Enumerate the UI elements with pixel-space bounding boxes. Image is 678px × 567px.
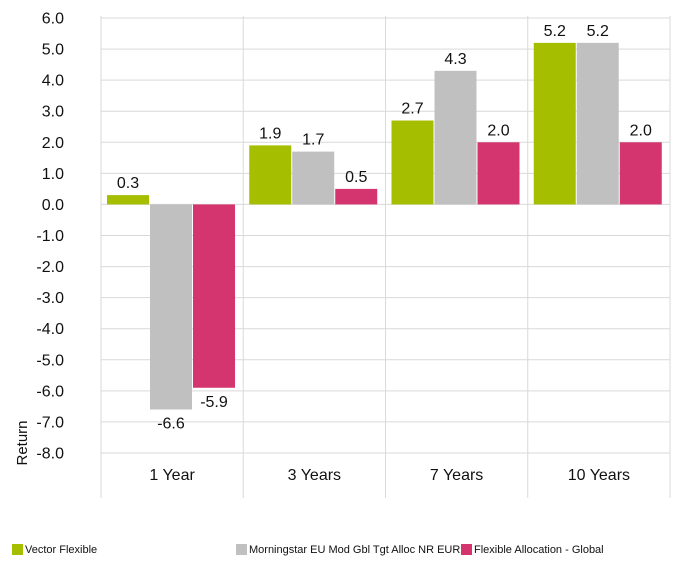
data-label: 2.7 xyxy=(401,101,423,118)
y-tick-label: 1.0 xyxy=(42,166,64,183)
x-axis-categories: 1 Year 3 Years 7 Years 10 Years xyxy=(149,467,630,484)
y-tick-label: -4.0 xyxy=(36,321,64,338)
bar-2-4 xyxy=(576,42,619,205)
legend-label: Flexible Allocation - Global xyxy=(474,544,604,556)
x-category-label: 1 Year xyxy=(149,467,195,484)
data-label: 2.0 xyxy=(487,122,509,139)
y-tick-label: -5.0 xyxy=(36,352,64,369)
x-category-label: 3 Years xyxy=(288,467,341,484)
legend-label: Vector Flexible xyxy=(25,544,97,556)
data-labels: 0.3 -6.6 -5.9 1.9 1.7 0.5 2.7 4.3 2.0 5.2 5.2 2.0 xyxy=(117,23,652,433)
bar-3-1 xyxy=(193,204,235,388)
y-tick-label: -6.0 xyxy=(36,383,64,400)
legend-swatch xyxy=(12,544,23,555)
bar-3-4 xyxy=(619,142,662,205)
data-label: 0.5 xyxy=(345,169,367,186)
x-category-label: 7 Years xyxy=(430,467,483,484)
y-tick-label: -3.0 xyxy=(36,290,64,307)
bar-2-1 xyxy=(150,204,192,410)
x-category-label: 10 Years xyxy=(568,467,630,484)
y-tick-label: 2.0 xyxy=(42,135,64,152)
bar-1-3 xyxy=(391,120,434,205)
bars xyxy=(107,42,662,410)
y-tick-label: 6.0 xyxy=(42,11,64,28)
data-label: 0.3 xyxy=(117,175,139,192)
bar-2-2 xyxy=(292,151,335,205)
y-tick-label: -1.0 xyxy=(36,228,64,245)
y-tick-label: 3.0 xyxy=(42,104,64,121)
data-label: 1.9 xyxy=(259,125,281,142)
bar-1-1 xyxy=(107,195,149,205)
bar-1-2 xyxy=(249,145,292,205)
data-label: 5.2 xyxy=(544,23,566,40)
data-label: 4.3 xyxy=(444,51,466,68)
bar-1-4 xyxy=(533,42,576,205)
y-tick-label: 4.0 xyxy=(42,73,64,90)
y-axis-ticks: 6.0 5.0 4.0 3.0 2.0 1.0 0.0 -1.0 -2.0 -3.0 -4.0 -5.… xyxy=(36,11,64,463)
y-tick-label: 0.0 xyxy=(42,197,64,214)
legend: Vector Flexible Morningstar EU Mod Gbl Tg… xyxy=(12,544,604,556)
y-tick-label: -2.0 xyxy=(36,259,64,276)
y-tick-label: -7.0 xyxy=(36,414,64,431)
data-label: 5.2 xyxy=(587,23,609,40)
data-label: -6.6 xyxy=(157,416,185,433)
bar-2-3 xyxy=(434,70,477,205)
bar-3-3 xyxy=(477,142,520,205)
data-label: -5.9 xyxy=(200,394,228,411)
y-tick-label: -8.0 xyxy=(36,446,64,463)
data-label: 1.7 xyxy=(302,132,324,149)
bar-3-2 xyxy=(335,188,378,205)
legend-swatch xyxy=(461,544,472,555)
legend-swatch xyxy=(236,544,247,555)
y-axis-title: Return xyxy=(14,420,31,465)
data-label: 2.0 xyxy=(630,122,652,139)
legend-label: Morningstar EU Mod Gbl Tgt Alloc NR EUR xyxy=(249,544,460,556)
y-tick-label: 5.0 xyxy=(42,42,64,59)
